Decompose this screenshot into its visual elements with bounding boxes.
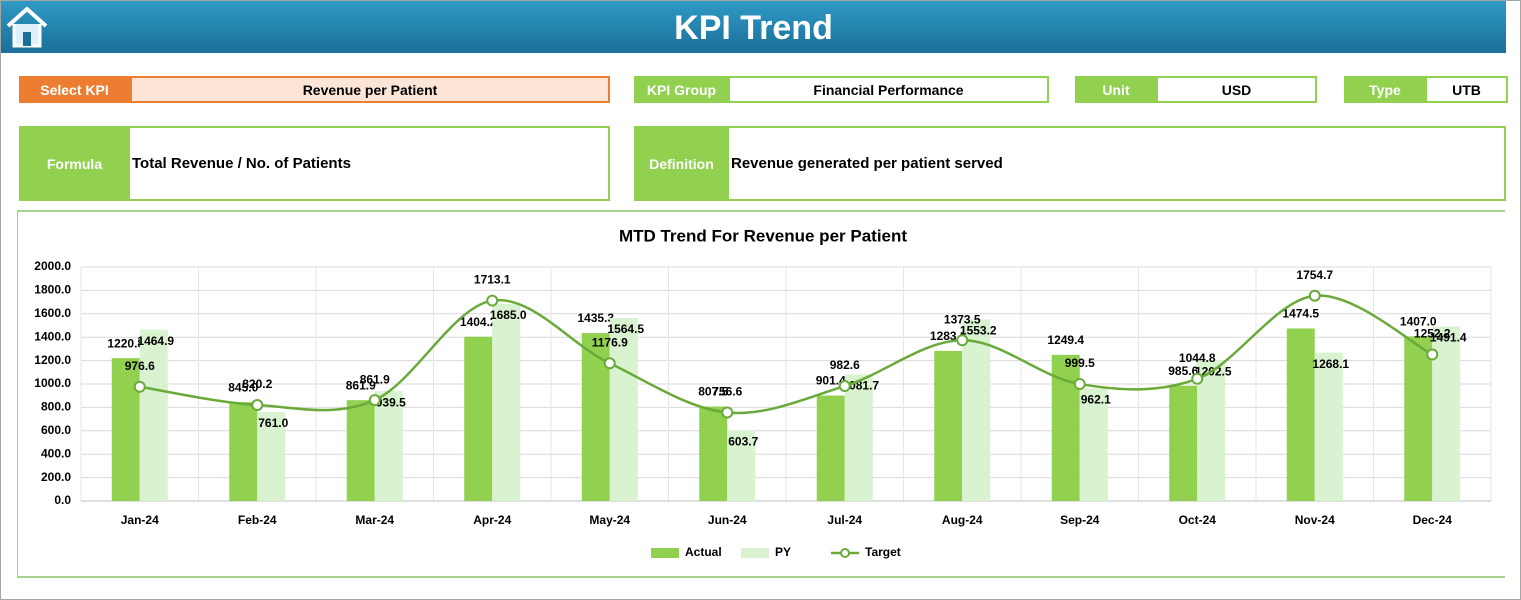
unit-value: USD — [1156, 76, 1317, 103]
type-label: Type — [1344, 76, 1426, 103]
formula-value: Total Revenue / No. of Patients — [128, 126, 610, 201]
page-title: KPI Trend — [674, 9, 833, 47]
definition-value: Revenue generated per patient served — [727, 126, 1506, 201]
chart-frame — [17, 210, 1505, 578]
select-kpi-label: Select KPI — [19, 76, 130, 103]
home-icon[interactable] — [4, 4, 50, 50]
select-kpi-value[interactable]: Revenue per Patient — [130, 76, 610, 103]
kpi-group-value: Financial Performance — [728, 76, 1049, 103]
definition-label: Definition — [634, 126, 729, 201]
formula-label: Formula — [19, 126, 130, 201]
kpi-group-label: KPI Group — [634, 76, 729, 103]
type-value: UTB — [1425, 76, 1508, 103]
header-bar: KPI Trend — [1, 1, 1506, 53]
unit-label: Unit — [1075, 76, 1157, 103]
